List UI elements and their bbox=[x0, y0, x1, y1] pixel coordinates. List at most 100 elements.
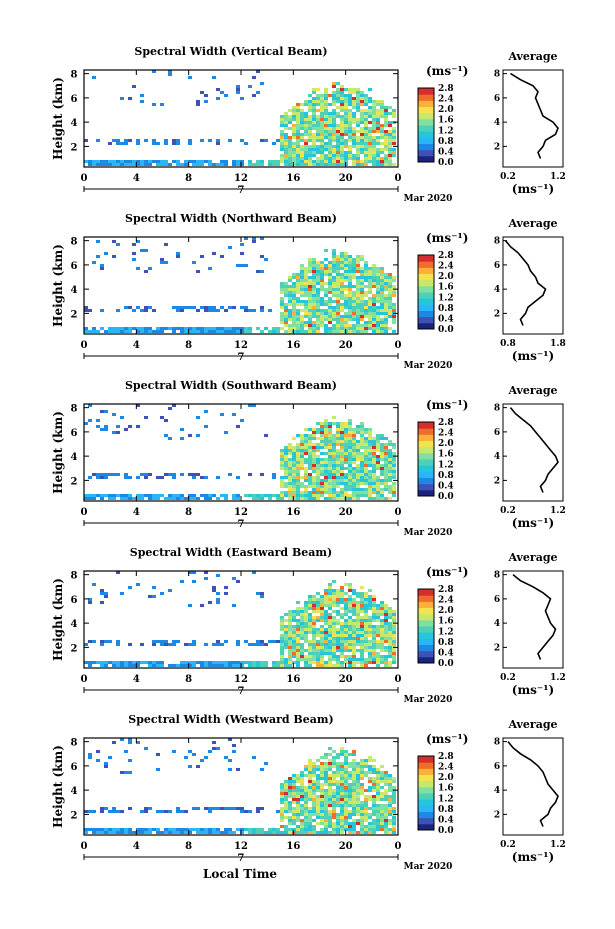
heatmap-cell bbox=[312, 798, 316, 801]
heatmap-cell bbox=[368, 491, 372, 494]
heatmap-cell bbox=[360, 464, 364, 467]
heatmap-cell bbox=[340, 330, 344, 333]
heatmap-cell bbox=[328, 264, 332, 267]
heatmap-cell bbox=[352, 771, 356, 774]
heatmap-cell bbox=[376, 315, 380, 318]
heatmap-cell bbox=[360, 115, 364, 118]
heatmap-cell bbox=[380, 127, 384, 130]
heatmap-cell bbox=[88, 419, 92, 422]
heatmap-cell bbox=[312, 285, 316, 288]
heatmap-cell bbox=[296, 148, 300, 151]
heatmap-cell bbox=[296, 121, 300, 124]
heatmap-cell bbox=[280, 133, 284, 136]
colorbar-tick-label: 0.0 bbox=[438, 659, 454, 669]
heatmap-cell bbox=[328, 276, 332, 279]
heatmap-cell bbox=[296, 276, 300, 279]
heatmap-cell bbox=[308, 267, 312, 270]
heatmap-cell bbox=[352, 831, 356, 834]
heatmap-cell bbox=[304, 801, 308, 804]
heatmap-cell bbox=[308, 786, 312, 789]
heatmap-cell bbox=[164, 261, 168, 264]
heatmap-cell bbox=[360, 765, 364, 768]
heatmap-cell bbox=[384, 828, 388, 831]
x-tick-label: 16 bbox=[286, 841, 300, 852]
heatmap-cell bbox=[300, 118, 304, 121]
heatmap-cell bbox=[340, 497, 344, 500]
heatmap-cell bbox=[392, 163, 396, 166]
heatmap-cell bbox=[344, 789, 348, 792]
heatmap-cell bbox=[300, 458, 304, 461]
heatmap-cell bbox=[344, 109, 348, 112]
heatmap-cell bbox=[384, 136, 388, 139]
heatmap-cell bbox=[272, 142, 276, 145]
heatmap-cell bbox=[284, 151, 288, 154]
heatmap-cell bbox=[352, 652, 356, 655]
heatmap-cell bbox=[308, 103, 312, 106]
heatmap-cell bbox=[124, 661, 128, 664]
heatmap-cell bbox=[168, 327, 172, 330]
heatmap-cell bbox=[376, 464, 380, 467]
heatmap-cell bbox=[312, 595, 316, 598]
heatmap-cell bbox=[244, 327, 248, 330]
heatmap-cell bbox=[344, 121, 348, 124]
heatmap-cell bbox=[284, 458, 288, 461]
heatmap-cell bbox=[304, 628, 308, 631]
heatmap-cell bbox=[296, 324, 300, 327]
heatmap-cell bbox=[364, 488, 368, 491]
heatmap-cell bbox=[328, 619, 332, 622]
heatmap-cell bbox=[252, 309, 256, 312]
heatmap-cell bbox=[236, 807, 240, 810]
heatmap-cell bbox=[392, 828, 396, 831]
heatmap-cell bbox=[92, 473, 96, 476]
heatmap-cell bbox=[184, 661, 188, 664]
heatmap-cell bbox=[380, 136, 384, 139]
heatmap-cell bbox=[192, 306, 196, 309]
heatmap-cell bbox=[320, 273, 324, 276]
heatmap-cell bbox=[332, 294, 336, 297]
heatmap-cell bbox=[368, 482, 372, 485]
heatmap-cell bbox=[364, 94, 368, 97]
heatmap-cell bbox=[328, 130, 332, 133]
heatmap-cell bbox=[372, 652, 376, 655]
heatmap-cell bbox=[352, 327, 356, 330]
heatmap-cell bbox=[356, 819, 360, 822]
heatmap-cell bbox=[312, 768, 316, 771]
heatmap-cell bbox=[288, 288, 292, 291]
colorbar-swatch bbox=[418, 440, 434, 448]
heatmap-cell bbox=[92, 497, 96, 500]
heatmap-cell bbox=[288, 145, 292, 148]
heatmap-cell bbox=[372, 491, 376, 494]
colorbar-swatch bbox=[418, 267, 434, 274]
heatmap-cell bbox=[328, 810, 332, 813]
heatmap-cell bbox=[324, 303, 328, 306]
heatmap-cell bbox=[376, 324, 380, 327]
heatmap-cell bbox=[324, 813, 328, 816]
heatmap-cell bbox=[236, 643, 240, 646]
heatmap-cell bbox=[308, 312, 312, 315]
heatmap-cell bbox=[328, 431, 332, 434]
heatmap-cell bbox=[248, 643, 252, 646]
heatmap-cell bbox=[344, 762, 348, 765]
heatmap-cell bbox=[388, 443, 392, 446]
heatmap-cell bbox=[360, 810, 364, 813]
heatmap-cell bbox=[304, 601, 308, 604]
heatmap-cell bbox=[292, 437, 296, 440]
heatmap-cell bbox=[368, 497, 372, 500]
heatmap-cell bbox=[324, 467, 328, 470]
heatmap-cell bbox=[124, 428, 128, 431]
heatmap-cell bbox=[344, 151, 348, 154]
heatmap-cell bbox=[372, 482, 376, 485]
heatmap-cell bbox=[360, 637, 364, 640]
heatmap-cell bbox=[368, 267, 372, 270]
heatmap-cell bbox=[280, 282, 284, 285]
heatmap-cell bbox=[180, 473, 184, 476]
x-tick-label: 0 bbox=[395, 173, 402, 184]
heatmap-cell bbox=[376, 488, 380, 491]
heatmap-cell bbox=[296, 780, 300, 783]
heatmap-cell bbox=[300, 828, 304, 831]
heatmap-cell bbox=[344, 819, 348, 822]
heatmap-cell bbox=[292, 807, 296, 810]
heatmap-cell bbox=[328, 747, 332, 750]
heatmap-cell bbox=[360, 315, 364, 318]
heatmap-cell bbox=[384, 661, 388, 664]
